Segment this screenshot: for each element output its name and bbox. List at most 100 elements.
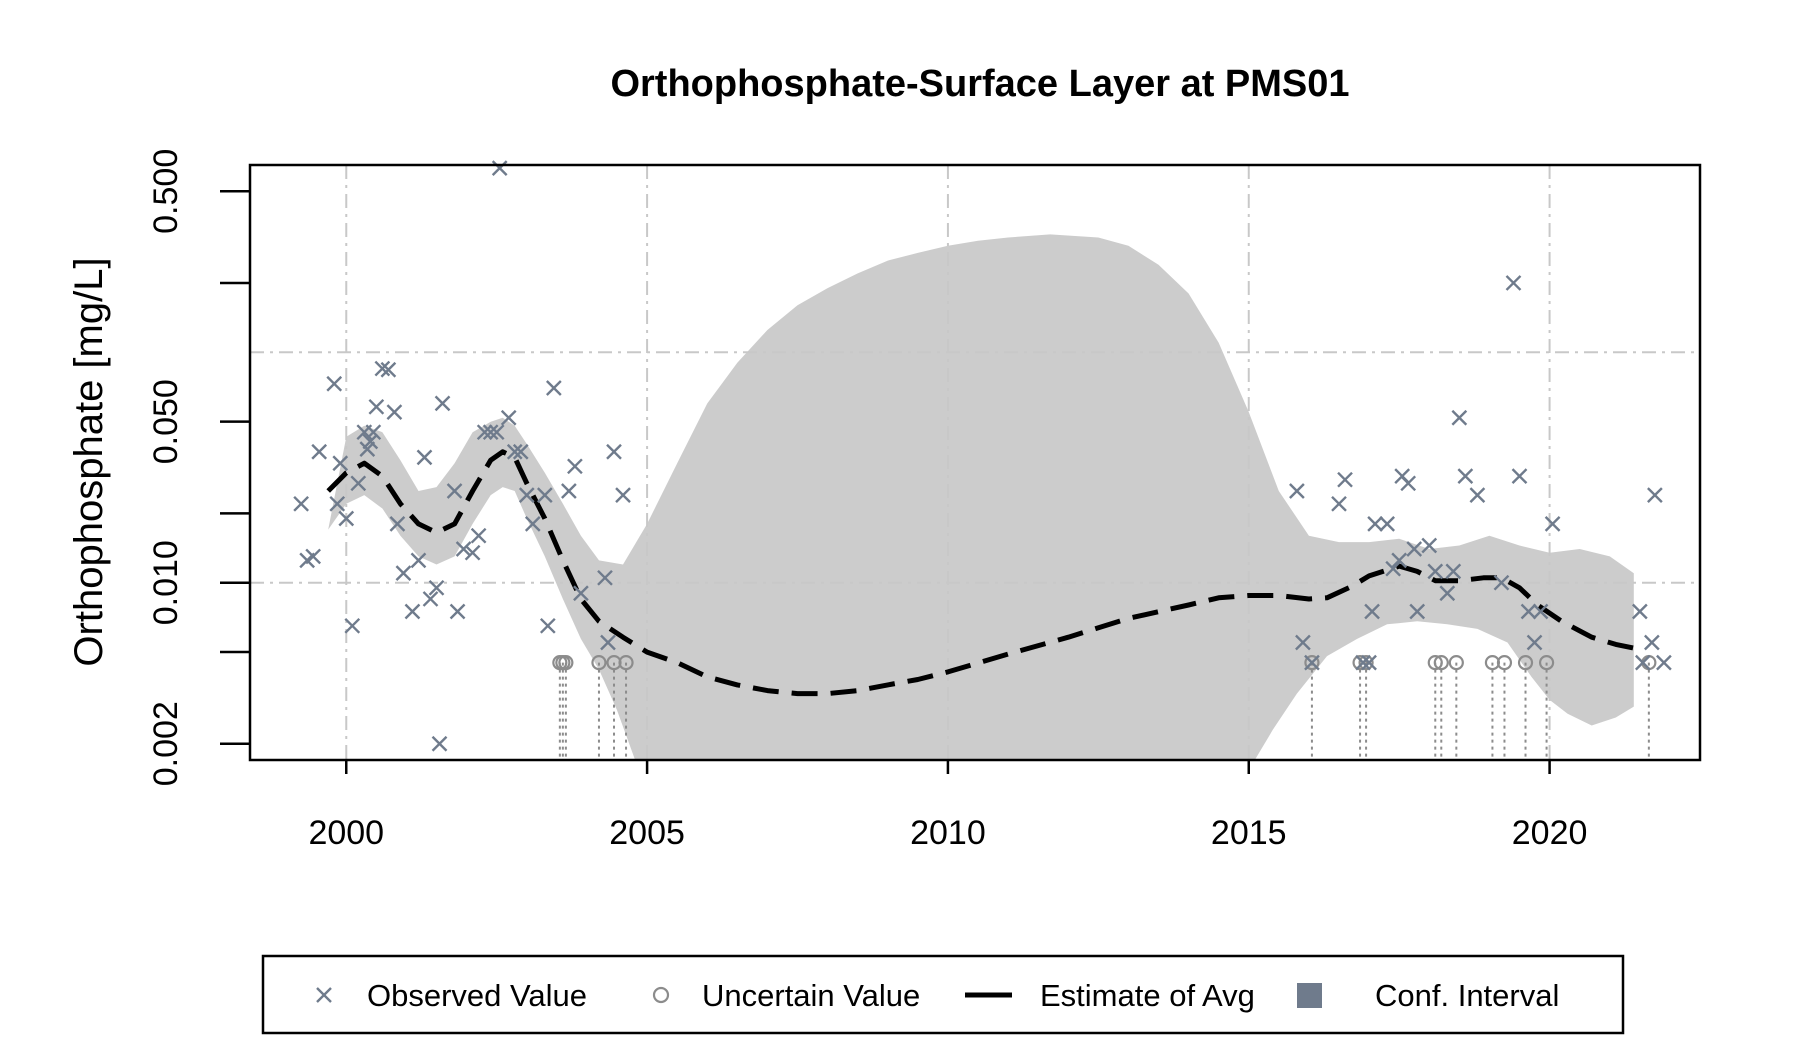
observed-cross-stroke [567, 458, 583, 475]
observed-point [428, 579, 445, 596]
observed-point [567, 458, 583, 475]
observed-cross-stroke [365, 424, 382, 441]
observed-cross-stroke [1364, 603, 1380, 620]
observed-point [491, 160, 508, 176]
observed-point [512, 443, 529, 460]
observed-cross-stroke [1511, 468, 1528, 485]
observed-cross-stroke [1647, 487, 1663, 503]
uncertain-point [618, 654, 634, 671]
observed-point [1331, 495, 1347, 512]
y-tick-label: 0.050 [147, 379, 185, 464]
legend-label-observed: Observed Value [367, 978, 587, 1013]
grid-layer [250, 165, 1700, 760]
observed-point [455, 541, 472, 557]
observed-point [1505, 275, 1522, 291]
observed-cross-stroke [464, 544, 481, 561]
observed-point [416, 449, 433, 466]
estimate-curve [326, 449, 1635, 697]
observed-cross-stroke [1304, 654, 1320, 671]
observed-cross-stroke [470, 527, 487, 544]
x-tick-label: 2015 [1211, 814, 1287, 852]
observed-cross-stroke [1469, 487, 1486, 503]
observed-point [476, 424, 493, 441]
observed-cross-stroke [386, 404, 403, 420]
observed-point [1469, 487, 1486, 503]
y-tick-label: 0.500 [147, 149, 185, 234]
observed-point [350, 475, 367, 492]
observed-cross-stroke [545, 380, 562, 396]
legend-cross-stroke [316, 987, 332, 1003]
observed-cross-stroke [434, 395, 451, 412]
observed-cross-stroke [1544, 516, 1561, 532]
observed-point [1439, 585, 1456, 602]
observed-cross-stroke [1493, 574, 1510, 591]
observed-cross-stroke [1526, 634, 1543, 651]
uncertain-point [1358, 654, 1374, 671]
uncertain-point [1448, 654, 1464, 671]
estimate-layer [326, 449, 1635, 697]
observed-cross-stroke [368, 398, 385, 415]
observed-cross-stroke [482, 424, 499, 441]
observed-point [1647, 487, 1663, 503]
observed-cross-stroke [395, 565, 412, 582]
observed-point [536, 487, 553, 503]
observed-point [446, 483, 463, 499]
legend-label-conf: Conf. Interval [1375, 978, 1559, 1013]
observed-cross-stroke [539, 617, 556, 634]
legend-item-conf: Conf. Interval [1297, 978, 1559, 1013]
uncertain-point [1496, 654, 1513, 671]
observed-point [422, 591, 439, 607]
observed-cross-stroke [512, 443, 529, 460]
observed-point [293, 495, 309, 512]
observed-point [338, 510, 355, 527]
observed-cross-stroke [311, 443, 328, 460]
legend-item-observed: Observed Value [316, 978, 587, 1013]
legend-square-icon [1297, 983, 1322, 1008]
observed-point [1656, 654, 1672, 671]
observed-cross-stroke [1427, 563, 1444, 580]
observed-cross-stroke [329, 495, 346, 512]
points-layer [293, 160, 1672, 752]
observed-cross-stroke [338, 510, 355, 527]
observed-cross-stroke [422, 591, 439, 607]
observed-point [1355, 654, 1371, 671]
observed-point [1427, 563, 1444, 580]
observed-point [1304, 654, 1320, 671]
observed-point [434, 395, 451, 412]
observed-cross-stroke [1385, 560, 1402, 577]
observed-point [365, 424, 382, 441]
observed-point [1379, 516, 1395, 532]
observed-point [389, 516, 406, 532]
observed-point [1544, 516, 1561, 532]
observed-cross-stroke [1295, 634, 1311, 651]
confidence-band-layer [328, 234, 1634, 760]
uncertain-point [1352, 654, 1368, 671]
observed-point [1445, 563, 1462, 580]
observed-point [404, 603, 421, 620]
observed-cross-stroke [374, 360, 391, 377]
observed-point [311, 443, 328, 460]
observed-cross-stroke [332, 455, 349, 472]
observed-cross-stroke [350, 475, 367, 492]
observed-point [597, 569, 613, 586]
y-tick-label: 0.002 [147, 701, 185, 786]
observed-point [326, 375, 343, 392]
observed-point [500, 409, 517, 426]
observed-cross-stroke [1631, 603, 1648, 620]
observed-point [518, 487, 535, 503]
observed-cross-stroke [326, 375, 343, 392]
observed-cross-stroke [344, 617, 361, 634]
observed-point [1631, 603, 1648, 620]
legend-box [261, 954, 1625, 1035]
observed-cross-stroke [1439, 585, 1456, 602]
observed-cross-stroke [561, 483, 577, 499]
observed-cross-stroke [1361, 654, 1377, 671]
observed-point [1421, 537, 1438, 554]
observed-point [1644, 634, 1660, 651]
x-tick-label: 2000 [308, 814, 384, 852]
x-tick-label: 2005 [609, 814, 685, 852]
uncertain-point [1427, 654, 1443, 671]
observed-cross-stroke [1532, 603, 1549, 620]
observed-point [1337, 471, 1353, 488]
